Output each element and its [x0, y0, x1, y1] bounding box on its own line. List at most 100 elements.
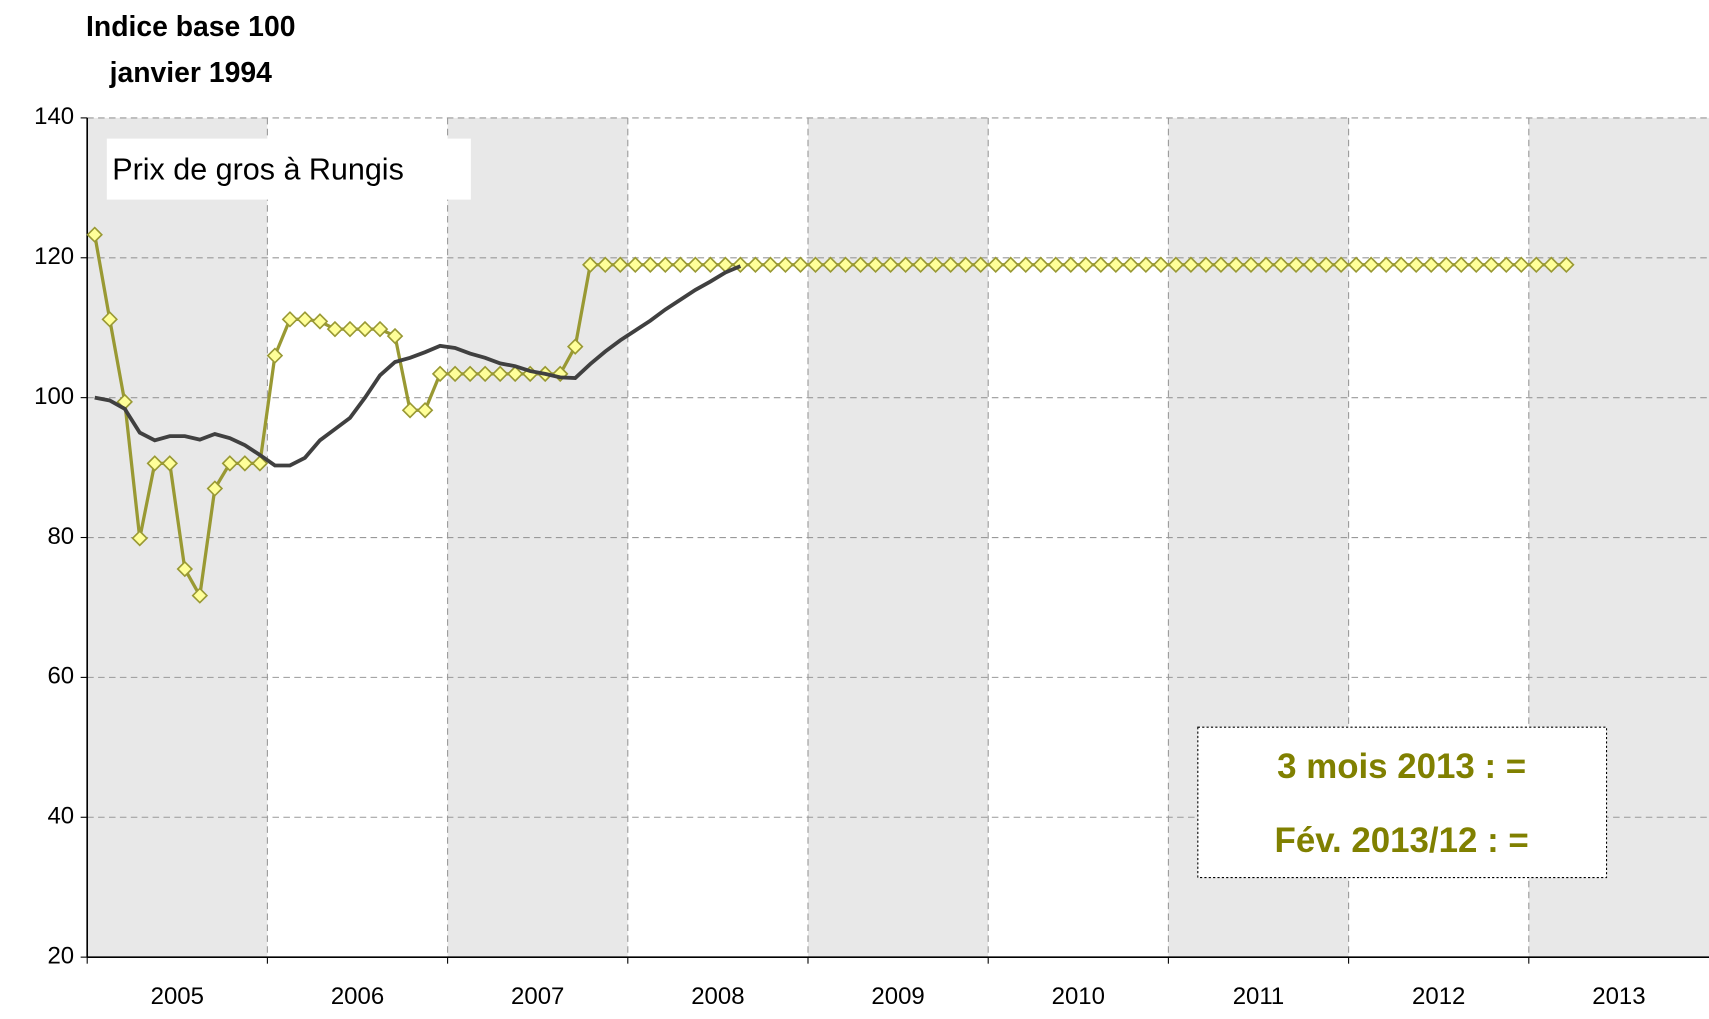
marker: [386, 327, 404, 345]
marker: [1558, 256, 1575, 274]
annotation: Prix de gros à Rungis: [112, 152, 404, 186]
marker: [1317, 256, 1335, 274]
marker: [762, 256, 779, 274]
marker: [566, 338, 584, 355]
annotation-bg: [106, 138, 471, 200]
marker: [642, 256, 659, 274]
x-tick-label: 2009: [871, 983, 924, 1010]
marker: [972, 256, 989, 274]
marker: [176, 560, 194, 578]
marker: [822, 256, 839, 274]
marker: [1513, 256, 1530, 274]
marker: [747, 256, 764, 274]
x-tick-label: 2011: [1233, 983, 1285, 1010]
marker: [627, 256, 644, 274]
y-tick-label: 60: [47, 663, 74, 690]
marker: [852, 256, 869, 274]
y-axis-title: Indice base 100: [86, 11, 295, 43]
y-tick-label: 20: [47, 942, 74, 969]
marker: [461, 365, 479, 383]
y-tick-label: 40: [47, 803, 74, 830]
marker: [612, 256, 629, 274]
marker: [1437, 256, 1455, 274]
line: [94, 264, 742, 468]
marker: [1272, 256, 1290, 274]
x-tick-label: 2007: [511, 983, 564, 1010]
marker: [897, 256, 914, 274]
note: 3 mois 2013 : =: [1277, 747, 1526, 786]
marker: [1287, 256, 1305, 274]
marker: [371, 320, 389, 338]
marker: [1377, 256, 1395, 274]
marker: [1107, 256, 1125, 274]
marker: [582, 256, 599, 274]
marker: [1483, 256, 1500, 274]
marker: [657, 256, 674, 274]
marker: [702, 256, 719, 274]
x-tick-label: 2012: [1412, 983, 1465, 1010]
marker: [957, 256, 974, 274]
marker: [341, 320, 359, 338]
marker: [1182, 256, 1200, 274]
x-tick-label: 2013: [1592, 983, 1645, 1010]
note-box: [1197, 726, 1608, 879]
marker: [1197, 256, 1215, 274]
marker: [882, 256, 899, 274]
marker: [311, 313, 329, 330]
marker: [1032, 256, 1049, 274]
marker: [206, 480, 224, 497]
marker: [476, 365, 494, 383]
marker: [401, 401, 419, 419]
marker: [732, 256, 749, 274]
marker: [191, 587, 209, 604]
marker: [672, 256, 689, 274]
marker: [927, 256, 944, 274]
marker: [221, 455, 239, 472]
marker: [326, 320, 344, 338]
marker: [1347, 256, 1365, 274]
y-tick-label: 120: [34, 243, 74, 270]
marker: [1422, 256, 1440, 274]
grid: [80, 117, 1709, 964]
marker: [1302, 256, 1320, 274]
marker: [1467, 256, 1485, 274]
y-axis-title: janvier 1994: [109, 57, 272, 89]
marker: [1257, 256, 1275, 274]
x-tick-label: 2005: [151, 983, 204, 1010]
x-tick-label: 2008: [691, 983, 744, 1010]
marker: [1122, 256, 1140, 274]
y-tick-label: 140: [34, 103, 74, 130]
marker: [687, 256, 704, 274]
marks: [86, 226, 1575, 604]
y-tick-label: 100: [34, 383, 74, 410]
marker: [131, 529, 148, 547]
marker: [1092, 256, 1110, 274]
marker: [792, 256, 809, 274]
x-tick-label: 2006: [331, 983, 384, 1010]
marker: [446, 365, 464, 383]
marker: [1152, 256, 1170, 274]
note: Fév. 2013/12 : =: [1275, 821, 1529, 860]
marker: [867, 256, 884, 274]
marker: [807, 256, 824, 274]
marker: [266, 347, 284, 364]
marker: [236, 455, 254, 472]
marker: [161, 455, 179, 472]
marker: [356, 320, 374, 338]
marker: [1017, 256, 1034, 274]
marker: [431, 365, 449, 383]
marker: [1167, 256, 1185, 274]
marker: [777, 256, 794, 274]
marker: [942, 256, 959, 274]
marker: [1212, 256, 1230, 274]
marker: [1002, 256, 1019, 274]
y-tick-label: 80: [47, 523, 74, 550]
marker: [1227, 256, 1245, 274]
marker: [1543, 256, 1560, 274]
marker: [281, 311, 299, 328]
marker: [251, 455, 269, 472]
marker: [296, 311, 314, 328]
marker: [1452, 256, 1470, 274]
marker: [1528, 256, 1545, 274]
